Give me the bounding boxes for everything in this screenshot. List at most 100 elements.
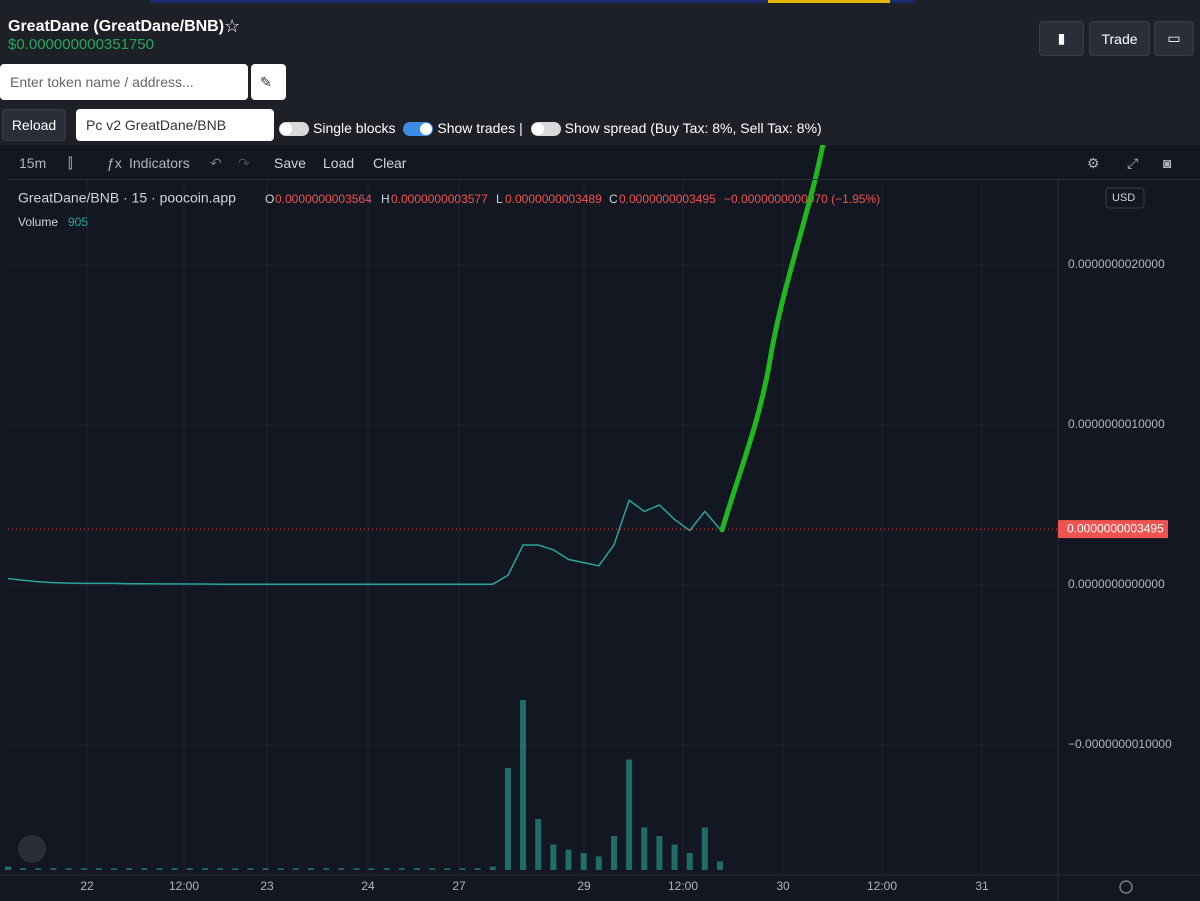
price-line — [7, 498, 721, 585]
legend-low: 0.0000000003489 — [505, 192, 602, 206]
show-spread-toggle[interactable] — [530, 122, 561, 137]
settings-icon[interactable] — [1119, 880, 1133, 894]
volume-bar — [292, 868, 299, 870]
chart-icon-button[interactable]: ▮ — [1039, 21, 1084, 56]
volume-bar — [232, 868, 239, 870]
volume-value: 905 — [68, 215, 88, 229]
volume-bar — [201, 868, 208, 870]
x-tick-label: 24 — [361, 879, 375, 893]
legend-h: H — [381, 192, 390, 206]
last-price-label: 0.0000000003495 — [1067, 521, 1164, 535]
interval-button[interactable]: 15m — [19, 155, 47, 171]
volume-bar — [353, 868, 360, 870]
trade-button[interactable]: Trade — [1089, 21, 1150, 56]
fx-icon[interactable]: ƒx — [107, 155, 122, 171]
volume-bar — [565, 849, 572, 870]
currency[interactable]: USD — [1112, 192, 1135, 204]
show-trades-label: Show trades | — [437, 120, 523, 136]
banner-strip — [150, 0, 915, 3]
volume-bar — [610, 836, 617, 870]
volume-bar — [489, 866, 496, 870]
clear-button[interactable]: Clear — [373, 155, 407, 171]
volume-bar — [141, 868, 148, 870]
x-axis-bg — [0, 875, 1200, 901]
edit-button[interactable]: ✎ — [251, 64, 286, 100]
volume-bar — [580, 853, 587, 870]
pair-select[interactable]: Pc v2 GreatDane/BNB — [76, 109, 274, 141]
y-tick-label: 0.0000000020000 — [1068, 257, 1165, 271]
volume-bar — [323, 868, 330, 870]
volume-bar — [368, 868, 375, 870]
volume-bar — [262, 868, 269, 870]
volume-bar — [35, 868, 42, 870]
single-blocks-toggle[interactable] — [279, 122, 309, 137]
volume-bar — [338, 868, 345, 870]
volume-bar — [701, 827, 708, 870]
volume-bar — [504, 768, 511, 870]
legend-high: 0.0000000003577 — [391, 192, 488, 206]
volume-bar — [550, 844, 557, 870]
legend-symbol: GreatDane/BNB · 15 · poocoin.app — [18, 190, 236, 206]
volume-bar — [717, 861, 723, 870]
volume-bar — [5, 866, 11, 870]
legend-close: 0.0000000003495 — [619, 192, 716, 206]
save-button[interactable]: Save — [274, 155, 306, 171]
fullscreen-button[interactable]: ⤢ — [1127, 155, 1139, 171]
volume-bar — [217, 868, 224, 870]
volume-bar — [277, 868, 284, 870]
favorite-star[interactable]: ☆ — [224, 16, 241, 36]
volume-bar — [429, 868, 436, 870]
volume-bar — [444, 868, 451, 870]
volume-bar — [95, 868, 102, 870]
search-placeholder: Enter token name / address... — [10, 74, 194, 90]
volume-bar — [671, 844, 678, 870]
load-button[interactable]: Load — [323, 155, 355, 171]
volume-bar — [474, 868, 481, 870]
legend-change: −0.0000000000070 (−1.95%) — [724, 192, 880, 206]
indicators-button[interactable]: Indicators — [129, 155, 190, 171]
volume-bar — [80, 868, 87, 870]
token-title: GreatDane (GreatDane/BNB) — [8, 18, 225, 35]
volume-label: Volume — [18, 215, 58, 229]
candle-type-button[interactable]: ⫿ — [68, 155, 73, 171]
settings-button[interactable]: ⚙ — [1087, 155, 1100, 171]
currency-box[interactable] — [1105, 187, 1145, 209]
x-tick-label: 22 — [80, 879, 94, 893]
search-input[interactable]: Enter token name / address... — [0, 64, 248, 100]
redo-button[interactable]: ↷ — [238, 155, 250, 171]
toggles: Single blocks Show trades | Show spread … — [279, 120, 822, 137]
x-tick-label: 29 — [577, 879, 591, 893]
volume-bar — [111, 868, 118, 870]
volume-bar — [186, 868, 193, 870]
volume-bar — [65, 868, 72, 870]
wallet-button[interactable]: ▭ — [1154, 21, 1194, 56]
volume-bar — [126, 868, 133, 870]
legend-o: O — [265, 192, 274, 206]
volume-bar — [171, 868, 178, 870]
chart-bg — [0, 145, 1200, 901]
undo-button[interactable]: ↶ — [210, 155, 222, 171]
volume-bar — [641, 827, 648, 870]
volume-bar — [656, 836, 663, 870]
screenshot-button[interactable]: ◙ — [1163, 155, 1172, 171]
volume-bar — [383, 868, 390, 870]
reload-button[interactable]: Reload — [2, 109, 66, 141]
x-tick-label: 30 — [776, 879, 790, 893]
legend-c: C — [609, 192, 618, 206]
y-tick-label: −0.0000000010000 — [1068, 737, 1172, 751]
x-tick-label: 12:00 — [867, 879, 897, 893]
volume-bar — [535, 819, 542, 870]
banner-strip — [768, 0, 890, 3]
x-tick-label: 12:00 — [668, 879, 698, 893]
volume-bar — [307, 868, 314, 870]
y-tick-label: 0.0000000010000 — [1068, 417, 1165, 431]
x-tick-label: 12:00 — [169, 879, 199, 893]
volume-bar — [686, 853, 693, 870]
show-trades-toggle[interactable] — [403, 122, 434, 137]
volume-bar — [459, 868, 466, 870]
volume-bar — [20, 868, 27, 870]
volume-bar — [520, 700, 527, 870]
volume-bar — [398, 868, 405, 870]
